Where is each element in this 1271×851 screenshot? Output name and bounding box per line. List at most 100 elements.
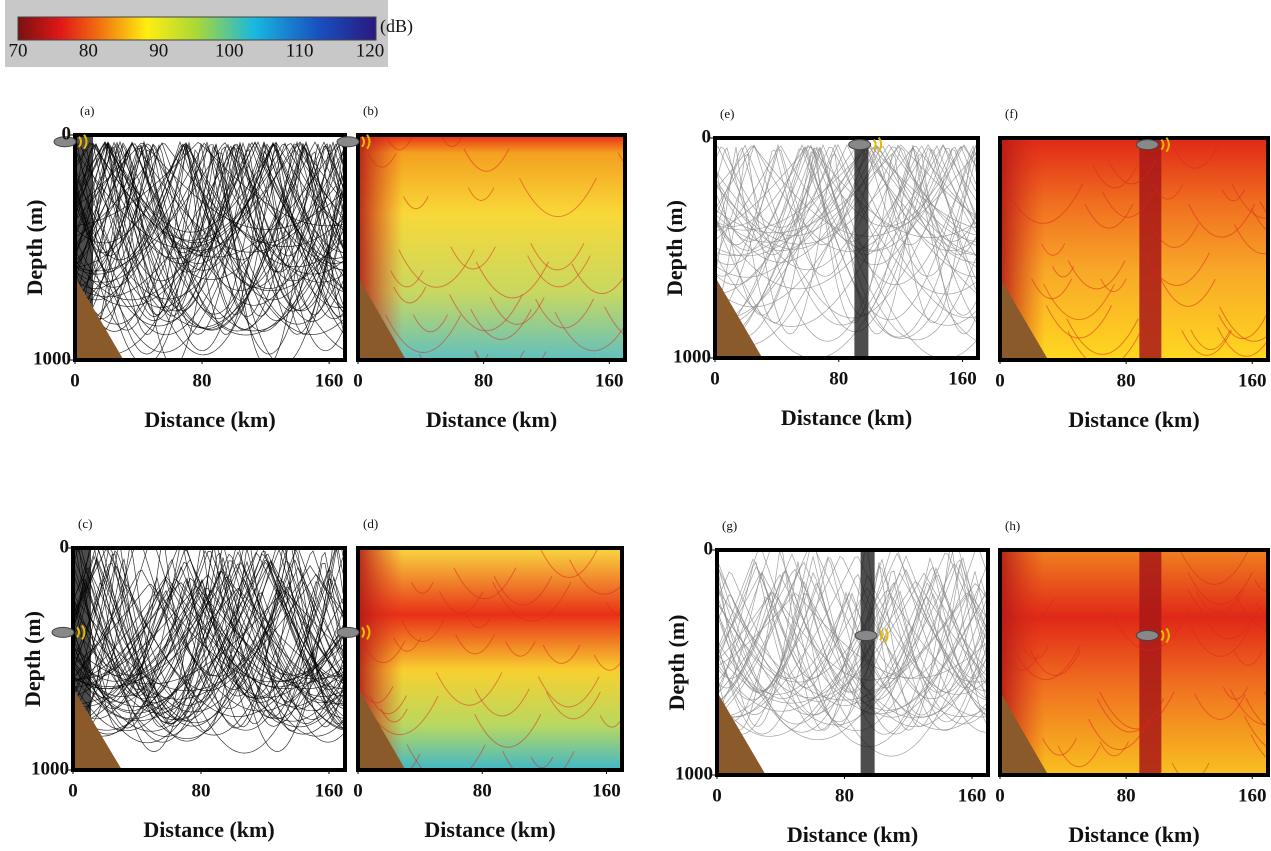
ray <box>717 556 988 718</box>
tl-streak <box>1088 718 1151 750</box>
tl-streak <box>1107 159 1157 185</box>
ray <box>73 578 344 688</box>
ray <box>717 583 988 701</box>
tl-streak <box>1092 165 1138 189</box>
x-axis-label: Distance (km) <box>781 405 912 430</box>
x-axis-label: Distance (km) <box>424 817 555 842</box>
tl-streak <box>1096 698 1165 733</box>
y-tick-label: 1000 <box>33 348 71 369</box>
tl-streak <box>1171 762 1210 775</box>
ray <box>75 142 345 275</box>
tl-streak <box>1150 223 1199 248</box>
tl-streak <box>1179 550 1249 585</box>
y-tick-label: 1000 <box>31 758 69 779</box>
tl-streak <box>385 314 462 354</box>
source-icon <box>1135 139 1159 151</box>
ray <box>717 558 988 731</box>
source-icon <box>336 626 360 638</box>
panel-label: (b) <box>363 103 378 118</box>
tl-streak <box>369 695 407 715</box>
ray <box>75 142 345 308</box>
panel-frame <box>998 136 1270 362</box>
ray <box>75 146 345 312</box>
ray <box>75 142 345 330</box>
ray <box>715 144 977 316</box>
seabed <box>717 691 766 775</box>
ray <box>715 144 977 271</box>
source-wave <box>1160 627 1170 644</box>
ray <box>75 140 345 331</box>
x-tick-label: 0 <box>353 780 363 801</box>
x-tick-label: 160 <box>1238 370 1267 391</box>
ray <box>717 572 988 712</box>
tl-streak <box>622 227 625 232</box>
tl-streak <box>401 620 445 642</box>
ray <box>75 142 345 317</box>
tl-streak <box>593 654 622 671</box>
tl-streak <box>412 314 449 333</box>
colorbar-unit: (dB) <box>380 16 413 37</box>
tl-streak <box>527 255 591 288</box>
ray <box>75 141 345 312</box>
tl-streak <box>1221 189 1246 202</box>
tl-streak <box>474 688 530 717</box>
y-axis-label: Depth (m) <box>20 611 45 707</box>
ray <box>73 551 344 732</box>
tl-streak <box>1099 691 1175 730</box>
panel-content <box>717 550 988 775</box>
tl-streak <box>1255 602 1268 617</box>
ray <box>73 589 344 677</box>
ray <box>715 143 977 333</box>
ray <box>715 146 977 243</box>
tl-streak <box>617 152 625 165</box>
tl-streak <box>1045 305 1113 339</box>
ray-dense <box>860 550 875 775</box>
ray <box>717 582 988 691</box>
tl-streak <box>1084 204 1134 229</box>
x-tick-label: 0 <box>995 370 1005 391</box>
ray <box>75 142 345 332</box>
x-tick-label: 0 <box>995 785 1005 806</box>
colorbar-tick-label: 90 <box>149 40 168 61</box>
source-wave <box>1160 137 1170 153</box>
tl-streak <box>435 672 503 706</box>
ray <box>73 548 344 752</box>
tl-streak <box>1051 265 1075 278</box>
tl-streak <box>1229 689 1268 726</box>
tl-streak <box>1031 278 1073 299</box>
tl-streak <box>1160 278 1216 307</box>
tl-streak <box>540 549 598 578</box>
tl-streak <box>474 713 542 748</box>
ray <box>715 145 977 237</box>
ray <box>73 566 344 713</box>
ray <box>73 584 344 692</box>
x-tick-label: 0 <box>353 370 363 391</box>
panel: 0 80 160 Distance (km) <box>995 548 1270 847</box>
tl-streak <box>1190 329 1231 350</box>
ray <box>73 548 344 728</box>
panel-frame <box>71 546 347 772</box>
tl-streak <box>542 644 581 664</box>
x-tick-label: 160 <box>595 370 624 391</box>
ray <box>75 143 345 298</box>
seabed <box>1000 277 1049 360</box>
ray <box>717 552 988 741</box>
ray <box>75 142 345 332</box>
ray <box>73 573 344 692</box>
x-tick-label: 160 <box>315 780 344 801</box>
ray <box>75 144 345 283</box>
tl-streak <box>393 637 422 652</box>
source-wave <box>76 624 86 640</box>
ray <box>73 561 344 722</box>
ray <box>73 588 344 690</box>
ray <box>73 548 344 744</box>
source-wave <box>879 627 889 644</box>
tl-streak <box>380 708 408 723</box>
colorbar-tick-label: 80 <box>79 40 98 61</box>
tl-streak <box>1041 243 1066 256</box>
ray <box>715 144 977 326</box>
x-axis-label: Distance (km) <box>1068 407 1199 432</box>
ray <box>717 555 988 717</box>
source-wave <box>361 624 371 640</box>
